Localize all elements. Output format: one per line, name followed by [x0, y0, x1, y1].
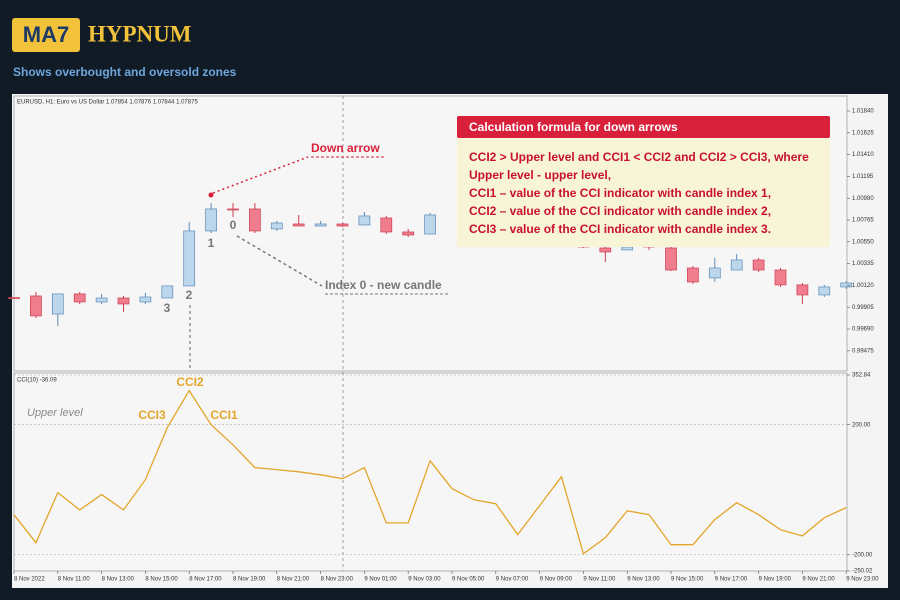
info-box-header [457, 116, 830, 138]
annotation: CCI1 [210, 408, 238, 422]
candle-index: 1 [208, 236, 215, 250]
candle-body [117, 297, 130, 305]
candle-index: 0 [230, 218, 237, 232]
candle-body [183, 230, 196, 287]
info-line: CCI2 – value of the CCI indicator with c… [469, 204, 771, 218]
x-tick-label: 9 Nov 07:00 [496, 577, 529, 583]
annotation: CCI3 [138, 408, 166, 422]
x-tick-label: 9 Nov 23:00 [846, 577, 879, 583]
candle-body [752, 259, 765, 271]
candle-body [402, 231, 415, 236]
candle-body [796, 284, 809, 296]
candle-body [51, 293, 64, 315]
x-tick-label: 9 Nov 03:00 [408, 577, 441, 583]
candle-body [621, 246, 634, 251]
pointer [212, 156, 309, 194]
candle-body [599, 247, 612, 253]
candle-body [205, 208, 217, 232]
info-lines: CCI2 > Upper level and CCI1 < CCI2 and C… [469, 150, 809, 236]
y-tick-label: 0.99690 [852, 327, 874, 333]
info-line: CCI3 – value of the CCI indicator with c… [469, 222, 771, 236]
candle-body [708, 267, 721, 279]
candle-body [292, 223, 305, 227]
x-tick-label: 9 Nov 21:00 [802, 577, 835, 583]
y-tick-label: 1.00335 [852, 261, 874, 267]
cci-line [13, 389, 847, 555]
candle-body [8, 297, 20, 299]
x-tick-label: 9 Nov 11:00 [583, 577, 616, 583]
candle-body [95, 297, 108, 303]
candle-body [30, 295, 42, 317]
y-tick-label: -250.02 [852, 569, 873, 575]
pointer [236, 235, 323, 287]
candle-body [730, 259, 743, 271]
x-tick-label: 9 Nov 17:00 [715, 577, 748, 583]
x-tick-label: 8 Nov 17:00 [189, 577, 222, 583]
y-tick-label: 1.00550 [852, 239, 874, 245]
candle-body [139, 296, 152, 303]
y-tick-label: 352.84 [852, 373, 871, 379]
x-tick-label: 9 Nov 05:00 [452, 577, 485, 583]
candle-body [336, 223, 349, 227]
candle-body [227, 208, 239, 211]
brand: HYPNUM [88, 21, 192, 46]
x-tick-label: 8 Nov 2022 [14, 577, 45, 583]
info-line: CCI2 > Upper level and CCI1 < CCI2 and C… [469, 150, 809, 164]
annotation: Down arrow [311, 141, 380, 155]
y-tick-label: 1.00120 [852, 283, 874, 289]
y-tick-label: 1.01625 [852, 130, 874, 136]
logo-box [12, 18, 80, 52]
x-tick-label: 8 Nov 15:00 [145, 577, 178, 583]
y-tick-label: 1.00980 [852, 196, 874, 202]
candle-body [687, 267, 699, 283]
cci-pane [13, 372, 848, 572]
y-tick-label: 0.99905 [852, 305, 874, 311]
x-tick-label: 8 Nov 21:00 [277, 577, 310, 583]
x-tick-label: 9 Nov 15:00 [671, 577, 704, 583]
candle-index: 3 [164, 301, 171, 315]
info-line: Upper level - upper level, [469, 168, 611, 182]
candle-body [314, 223, 327, 227]
annotation: CCI2 [176, 375, 204, 389]
info-title: Calculation formula for down arrows [469, 120, 678, 134]
y-tick-label: 1.01195 [852, 174, 874, 180]
candle-body [270, 222, 283, 230]
annotation: Index 0 - new candle [325, 278, 442, 292]
x-tick-label: 9 Nov 01:00 [364, 577, 397, 583]
candle-body [774, 269, 787, 286]
candle-body [358, 215, 371, 226]
candle-body [818, 286, 831, 296]
x-tick-label: 8 Nov 11:00 [58, 577, 91, 583]
x-tick-label: 9 Nov 09:00 [540, 577, 573, 583]
plot [8, 202, 853, 572]
subtitle: Shows overbought and oversold zones [13, 65, 237, 79]
candle-body [424, 214, 436, 235]
x-tick-label: 9 Nov 19:00 [759, 577, 792, 583]
y-tick-label: 1.01840 [852, 109, 874, 115]
annotation: Upper level [27, 407, 83, 419]
candle-index: 2 [186, 288, 193, 302]
x-tick-label: 9 Nov 13:00 [627, 577, 660, 583]
info-line: CCI1 – value of the CCI indicator with c… [469, 186, 771, 200]
y-tick-label: 1.01410 [852, 152, 874, 158]
cci-title: CCI(10) -36.09 [17, 378, 57, 384]
x-tick-label: 8 Nov 23:00 [321, 577, 354, 583]
candle-body [73, 293, 86, 303]
y-tick-label: 200.00 [852, 422, 871, 428]
x-tick-label: 8 Nov 19:00 [233, 577, 266, 583]
y-tick-label: 0.99475 [852, 348, 874, 354]
candle-body [840, 282, 853, 288]
price-title: EURUSD, H1: Euro vs US Dollar 1.07854 1.… [17, 100, 198, 106]
candle-body [380, 217, 393, 233]
down-arrow-marker [208, 192, 214, 198]
candle-body [249, 208, 261, 232]
candle-body [161, 285, 174, 299]
logo: MA7 [23, 22, 69, 47]
x-tick-label: 8 Nov 13:00 [102, 577, 135, 583]
y-tick-label: -200.00 [852, 552, 873, 558]
y-tick-label: 1.00765 [852, 218, 874, 224]
candle-body [665, 247, 677, 271]
